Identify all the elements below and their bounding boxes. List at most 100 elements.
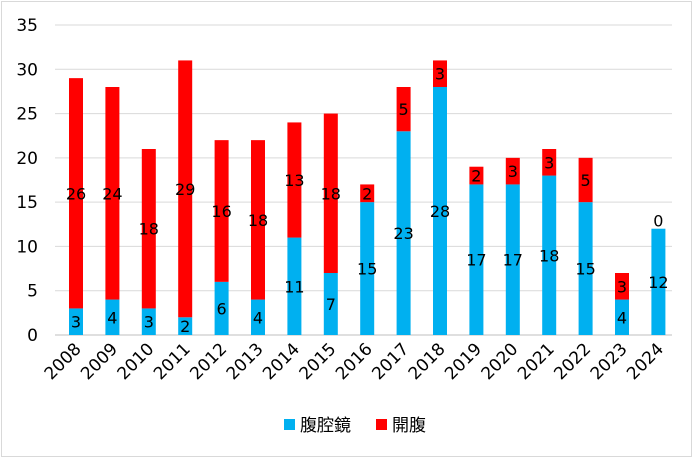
data-label-laparoscopic: 4 (253, 308, 263, 327)
x-tick-label: 2018 (405, 339, 450, 384)
data-label-laparoscopic: 2 (180, 317, 190, 336)
bar-laparoscopic (251, 299, 265, 335)
bar-laparoscopic (287, 237, 302, 335)
y-tick-label: 25 (16, 105, 38, 125)
bar-laparoscopic (141, 308, 156, 335)
data-label-laparoscopic: 18 (539, 246, 559, 265)
x-tick-label: 2008 (41, 339, 86, 384)
data-label-open: 16 (211, 202, 231, 221)
bar-laparoscopic (360, 202, 375, 335)
bar-open (69, 78, 83, 309)
bar-open (214, 140, 229, 282)
x-tick-label: 2017 (368, 339, 413, 384)
bar-laparoscopic (323, 273, 338, 335)
bar-open (178, 60, 193, 318)
y-tick-label: 30 (16, 60, 38, 80)
bar-laparoscopic (542, 175, 557, 335)
data-label-open: 24 (102, 184, 122, 203)
bar-laparoscopic (505, 184, 520, 335)
y-axis-ticks: 0 5 10 15 20 25 30 35 (16, 16, 38, 346)
bar-open (360, 184, 375, 203)
x-tick-label: 2020 (478, 339, 523, 384)
x-tick-label: 2014 (259, 339, 304, 384)
bar-laparoscopic (433, 87, 447, 335)
x-tick-label: 2022 (550, 339, 595, 384)
data-label-laparoscopic: 4 (107, 308, 117, 327)
y-tick-label: 10 (16, 237, 38, 257)
bar-open (105, 87, 120, 300)
data-label-open: 18 (321, 184, 341, 203)
bar-open (251, 140, 265, 300)
data-label-laparoscopic: 12 (648, 273, 668, 292)
legend-swatch-open (376, 419, 387, 430)
y-tick-label: 5 (27, 282, 38, 302)
x-tick-label: 2010 (114, 339, 159, 384)
bars (69, 60, 666, 335)
x-tick-label: 2021 (514, 339, 559, 384)
bar-open (141, 149, 156, 309)
data-label-open: 29 (175, 180, 195, 199)
x-tick-label: 2024 (623, 339, 668, 384)
x-tick-label: 2009 (77, 339, 122, 384)
legend-label-open: 開腹 (392, 416, 426, 436)
data-label-open: 3 (508, 162, 518, 181)
data-label-open: 18 (139, 220, 159, 239)
data-label-laparoscopic: 11 (284, 277, 304, 296)
x-axis-ticks: 2008200920102011201220132014201520162017… (41, 339, 668, 384)
bar-open (433, 60, 447, 87)
x-tick-label: 2012 (186, 339, 231, 384)
bar-open (396, 87, 411, 132)
bar-laparoscopic (578, 202, 593, 335)
data-label-open: 18 (248, 211, 268, 230)
data-label-laparoscopic: 7 (326, 295, 336, 314)
data-label-laparoscopic: 3 (71, 313, 81, 332)
data-label-laparoscopic: 6 (217, 299, 227, 318)
data-label-laparoscopic: 23 (393, 224, 413, 243)
data-label-laparoscopic: 17 (466, 251, 486, 270)
x-tick-label: 2016 (332, 339, 377, 384)
bar-laparoscopic (105, 299, 120, 335)
bar-laparoscopic (396, 131, 411, 335)
x-tick-label: 2013 (223, 339, 268, 384)
data-label-open: 3 (435, 65, 445, 84)
data-label-open: 26 (66, 184, 86, 203)
x-tick-label: 2011 (150, 339, 195, 384)
x-tick-label: 2023 (587, 339, 632, 384)
legend-swatch-laparoscopic (284, 419, 295, 430)
y-tick-label: 20 (16, 149, 38, 169)
y-tick-label: 15 (16, 193, 38, 213)
legend: 腹腔鏡 開腹 (284, 416, 426, 436)
data-label-open: 3 (617, 277, 627, 296)
bar-laparoscopic (615, 299, 629, 335)
bar-laparoscopic (178, 317, 193, 335)
data-label-open: 2 (471, 167, 481, 186)
bar-open (287, 122, 302, 238)
legend-label-laparoscopic: 腹腔鏡 (300, 416, 351, 436)
data-label-open: 2 (362, 184, 372, 203)
bar-open (469, 166, 484, 185)
data-label-open: 5 (581, 171, 591, 190)
data-label-open: 3 (544, 153, 554, 172)
data-label-laparoscopic: 4 (617, 308, 627, 327)
data-label-open: 13 (284, 171, 304, 190)
data-label-open: 0 (653, 212, 663, 231)
x-tick-label: 2019 (441, 339, 486, 384)
bar-open (578, 157, 593, 203)
bar-open (505, 157, 520, 185)
bar-laparoscopic (651, 228, 666, 335)
bar-open (323, 113, 338, 273)
x-tick-label: 2015 (296, 339, 341, 384)
bar-laparoscopic (469, 184, 484, 335)
gridlines (55, 24, 672, 336)
data-label-laparoscopic: 28 (430, 202, 450, 221)
bar-laparoscopic (214, 281, 229, 335)
data-label-laparoscopic: 17 (503, 251, 523, 270)
data-labels: 3 26 4 24 3 18 2 29 6 16 4 18 11 13 7 18 15 2 23 5 28 3 17 2 17 3… (66, 65, 669, 336)
data-label-laparoscopic: 15 (357, 260, 377, 279)
bar-laparoscopic (69, 308, 83, 335)
y-tick-label: 0 (27, 326, 38, 346)
data-label-open: 5 (399, 100, 409, 119)
y-tick-label: 35 (16, 16, 38, 36)
data-label-laparoscopic: 3 (144, 313, 154, 332)
